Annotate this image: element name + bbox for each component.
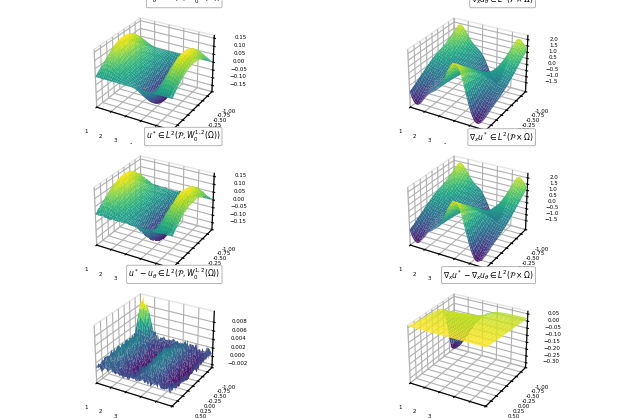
Text: $\nabla_x u_\theta \in L^2(\mathcal{P} \times \Omega)$: $\nabla_x u_\theta \in L^2(\mathcal{P} \…	[471, 0, 534, 6]
Text: $u^* \in L^2(\mathcal{P}, W_0^{1,2}(\Omega))$: $u^* \in L^2(\mathcal{P}, W_0^{1,2}(\Ome…	[146, 129, 220, 144]
Text: $\nabla_x u^* \in L^2(\mathcal{P} \times \Omega)$: $\nabla_x u^* \in L^2(\mathcal{P} \times…	[470, 130, 534, 144]
Text: $\nabla_x u^* - \nabla_x u_\theta \in L^2(\mathcal{P} \times \Omega)$: $\nabla_x u^* - \nabla_x u_\theta \in L^…	[443, 268, 534, 282]
Text: $u_\theta \in L^2(\mathcal{P}, W_0^{1,2}(\Omega))$: $u_\theta \in L^2(\mathcal{P}, W_0^{1,2}…	[148, 0, 220, 6]
Text: $u^* - u_\theta \in L^2(\mathcal{P}, W_0^{1,2}(\Omega))$: $u^* - u_\theta \in L^2(\mathcal{P}, W_0…	[128, 267, 220, 282]
